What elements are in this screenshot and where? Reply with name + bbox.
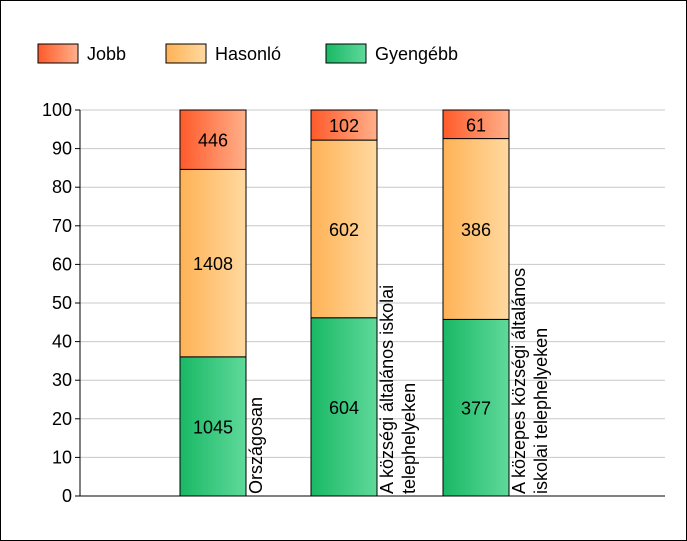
y-tick-label: 30 xyxy=(52,370,72,390)
legend-item: Gyengébb xyxy=(325,43,458,64)
bar-segment xyxy=(310,109,378,141)
data-label: 377 xyxy=(461,399,491,419)
bar-segment xyxy=(442,318,510,497)
data-label: 446 xyxy=(198,131,228,151)
bar-segment xyxy=(442,109,510,140)
legend-swatch xyxy=(37,43,79,64)
bars: 1045 1408 446 604 602 102 377 386 61 xyxy=(179,109,510,497)
y-tick-label: 10 xyxy=(52,447,72,467)
category-label: A közepes községi általános xyxy=(509,268,529,494)
category-labels: Országosan A községi általános iskolai tel… xyxy=(246,268,551,494)
category-label: iskolai telephelyeken xyxy=(531,328,551,494)
y-tick-label: 60 xyxy=(52,254,72,274)
legend: Jobb Hasonló Gyengébb xyxy=(37,43,458,64)
y-tick-label: 80 xyxy=(52,177,72,197)
data-label: 1045 xyxy=(193,417,233,437)
legend-swatch xyxy=(165,43,207,64)
legend-label: Gyengébb xyxy=(375,44,458,64)
bar-segment xyxy=(179,356,247,497)
bar-segment xyxy=(179,168,247,358)
data-label: 102 xyxy=(329,116,359,136)
data-label: 386 xyxy=(461,220,491,240)
legend-label: Hasonló xyxy=(215,44,281,64)
y-tick-label: 20 xyxy=(52,409,72,429)
bar-segment xyxy=(442,138,510,320)
legend-label: Jobb xyxy=(87,44,126,64)
bar-segment xyxy=(310,317,378,497)
category-label: A községi általános iskolai xyxy=(377,285,397,494)
data-label: 61 xyxy=(466,115,486,135)
y-tick-label: 50 xyxy=(52,293,72,313)
legend-item: Jobb xyxy=(37,43,126,64)
bar-segment xyxy=(179,109,247,170)
category-label: telephelyeken xyxy=(399,383,419,494)
data-label: 604 xyxy=(329,398,359,418)
category-label: Országosan xyxy=(246,397,266,494)
data-label: 1408 xyxy=(193,254,233,274)
bar-segment xyxy=(310,139,378,319)
legend-swatch xyxy=(325,43,367,64)
y-tick-label: 100 xyxy=(42,100,72,120)
legend-item: Hasonló xyxy=(165,43,281,64)
y-tick-label: 70 xyxy=(52,216,72,236)
y-tick-label: 40 xyxy=(52,332,72,352)
data-label: 602 xyxy=(329,220,359,240)
y-tick-label: 90 xyxy=(52,139,72,159)
y-tick-label: 0 xyxy=(62,486,72,506)
y-axis: 0 10 20 30 40 50 60 70 80 90 100 xyxy=(42,100,665,506)
